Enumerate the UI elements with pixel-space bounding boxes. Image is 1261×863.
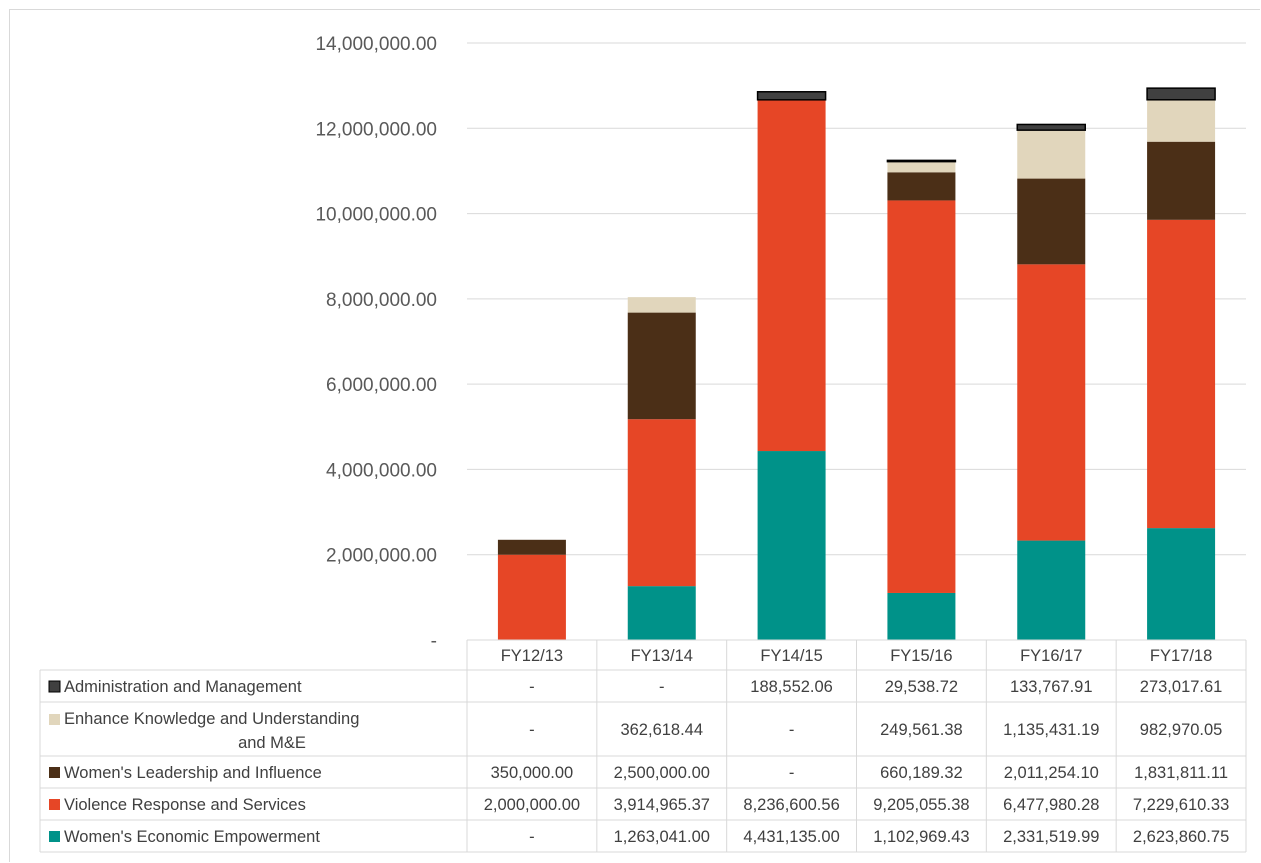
category-label: FY13/14 xyxy=(631,647,693,665)
bar-segment xyxy=(887,200,956,593)
bar-segment xyxy=(887,172,956,201)
data-label: 29,538.72 xyxy=(885,678,958,696)
bar-segment xyxy=(1147,528,1216,640)
y-tick-label: 10,000,000.00 xyxy=(315,205,437,226)
bar-segment xyxy=(627,586,696,640)
data-label: - xyxy=(659,678,665,696)
data-label: 249,561.38 xyxy=(880,721,963,739)
legend-label: and M&E xyxy=(238,734,306,752)
category-label: FY16/17 xyxy=(1020,647,1082,665)
data-label: 4,431,135.00 xyxy=(743,828,839,846)
data-label: 1,831,811.11 xyxy=(1134,764,1228,782)
legend-key xyxy=(49,799,60,810)
bar-segment xyxy=(1017,264,1086,541)
data-label: 1,102,969.43 xyxy=(873,828,969,846)
data-label: 7,229,610.33 xyxy=(1133,796,1229,814)
legend-key xyxy=(49,714,60,725)
data-label: 1,135,431.19 xyxy=(1003,721,1099,739)
data-label: 188,552.06 xyxy=(750,678,833,696)
data-label: 133,767.91 xyxy=(1010,678,1093,696)
bar-segment xyxy=(1017,178,1086,265)
data-label: 9,205,055.38 xyxy=(873,796,969,814)
bar-segment xyxy=(497,554,566,640)
data-label: 1,263,041.00 xyxy=(614,828,710,846)
bar-segment xyxy=(1147,219,1216,529)
data-label: 362,618.44 xyxy=(620,721,703,739)
data-label: 6,477,980.28 xyxy=(1003,796,1099,814)
bar-segment xyxy=(627,312,696,420)
bar-segment xyxy=(757,99,826,452)
y-tick-label: 2,000,000.00 xyxy=(326,546,437,567)
category-label: FY15/16 xyxy=(890,647,952,665)
legend-label: Women's Leadership and Influence xyxy=(64,764,322,782)
data-label: - xyxy=(529,678,535,696)
y-tick-label: 8,000,000.00 xyxy=(326,290,437,311)
legend-key xyxy=(49,767,60,778)
data-label: - xyxy=(789,721,795,739)
bar-segment xyxy=(757,451,826,640)
bar-segment xyxy=(627,419,696,587)
bar-segment xyxy=(1147,99,1216,142)
y-tick-label: 6,000,000.00 xyxy=(326,375,437,396)
bar-segment xyxy=(627,297,696,313)
category-label: FY12/13 xyxy=(501,647,563,665)
bar-segment xyxy=(756,91,827,101)
data-label: 273,017.61 xyxy=(1140,678,1223,696)
legend-key xyxy=(48,680,61,693)
bar-segment xyxy=(887,592,956,640)
bar-segment xyxy=(886,159,957,163)
data-label: 2,500,000.00 xyxy=(614,764,710,782)
y-tick-label: 12,000,000.00 xyxy=(315,119,437,140)
bar-segment xyxy=(1016,123,1086,131)
data-label: - xyxy=(529,828,535,846)
category-label: FY17/18 xyxy=(1150,647,1212,665)
legend-label: Enhance Knowledge and Understanding xyxy=(64,710,359,728)
data-label: 2,623,860.75 xyxy=(1133,828,1229,846)
data-label: 3,914,965.37 xyxy=(614,796,710,814)
data-label: - xyxy=(529,721,535,739)
legend-label: Women's Economic Empowerment xyxy=(64,828,320,846)
bar-segment xyxy=(1017,540,1086,640)
chart-frame xyxy=(9,9,1260,862)
bar-segment xyxy=(1017,130,1086,179)
data-label: - xyxy=(789,764,795,782)
legend-label: Administration and Management xyxy=(64,678,302,696)
legend-label: Violence Response and Services xyxy=(64,796,306,814)
bar-segment xyxy=(1146,87,1216,101)
bar-segment xyxy=(887,161,956,173)
data-label: 8,236,600.56 xyxy=(743,796,839,814)
data-label: 2,331,519.99 xyxy=(1003,828,1099,846)
bar-segment xyxy=(497,539,566,555)
data-label: 2,011,254.10 xyxy=(1004,764,1099,782)
bar-segment xyxy=(1147,141,1216,220)
data-label: 350,000.00 xyxy=(491,764,574,782)
data-label: 2,000,000.00 xyxy=(484,796,580,814)
data-label: 982,970.05 xyxy=(1140,721,1223,739)
y-tick-label: 4,000,000.00 xyxy=(326,460,437,481)
legend-key xyxy=(49,831,60,842)
y-tick-label: 14,000,000.00 xyxy=(315,34,437,55)
data-label: 660,189.32 xyxy=(880,764,963,782)
y-tick-label: - xyxy=(431,631,437,652)
category-label: FY14/15 xyxy=(760,647,822,665)
